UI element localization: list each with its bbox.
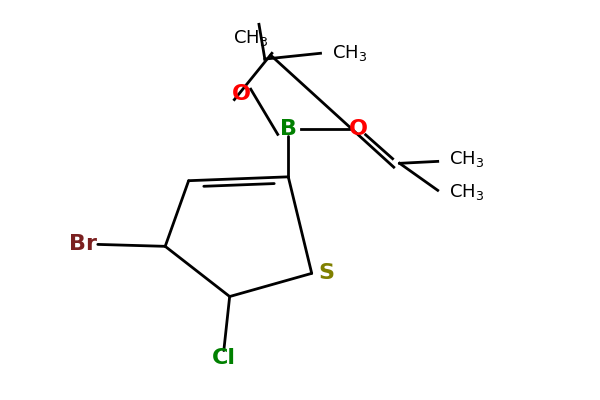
Text: S: S <box>319 263 334 283</box>
Text: O: O <box>232 84 251 104</box>
Text: CH$_3$: CH$_3$ <box>449 182 485 202</box>
Text: O: O <box>349 118 368 138</box>
Text: B: B <box>280 118 297 138</box>
Text: CH$_3$: CH$_3$ <box>332 43 367 63</box>
Text: CH$_3$: CH$_3$ <box>233 28 268 48</box>
Text: Cl: Cl <box>212 348 236 368</box>
Text: Br: Br <box>69 234 97 254</box>
Text: CH$_3$: CH$_3$ <box>449 150 485 170</box>
